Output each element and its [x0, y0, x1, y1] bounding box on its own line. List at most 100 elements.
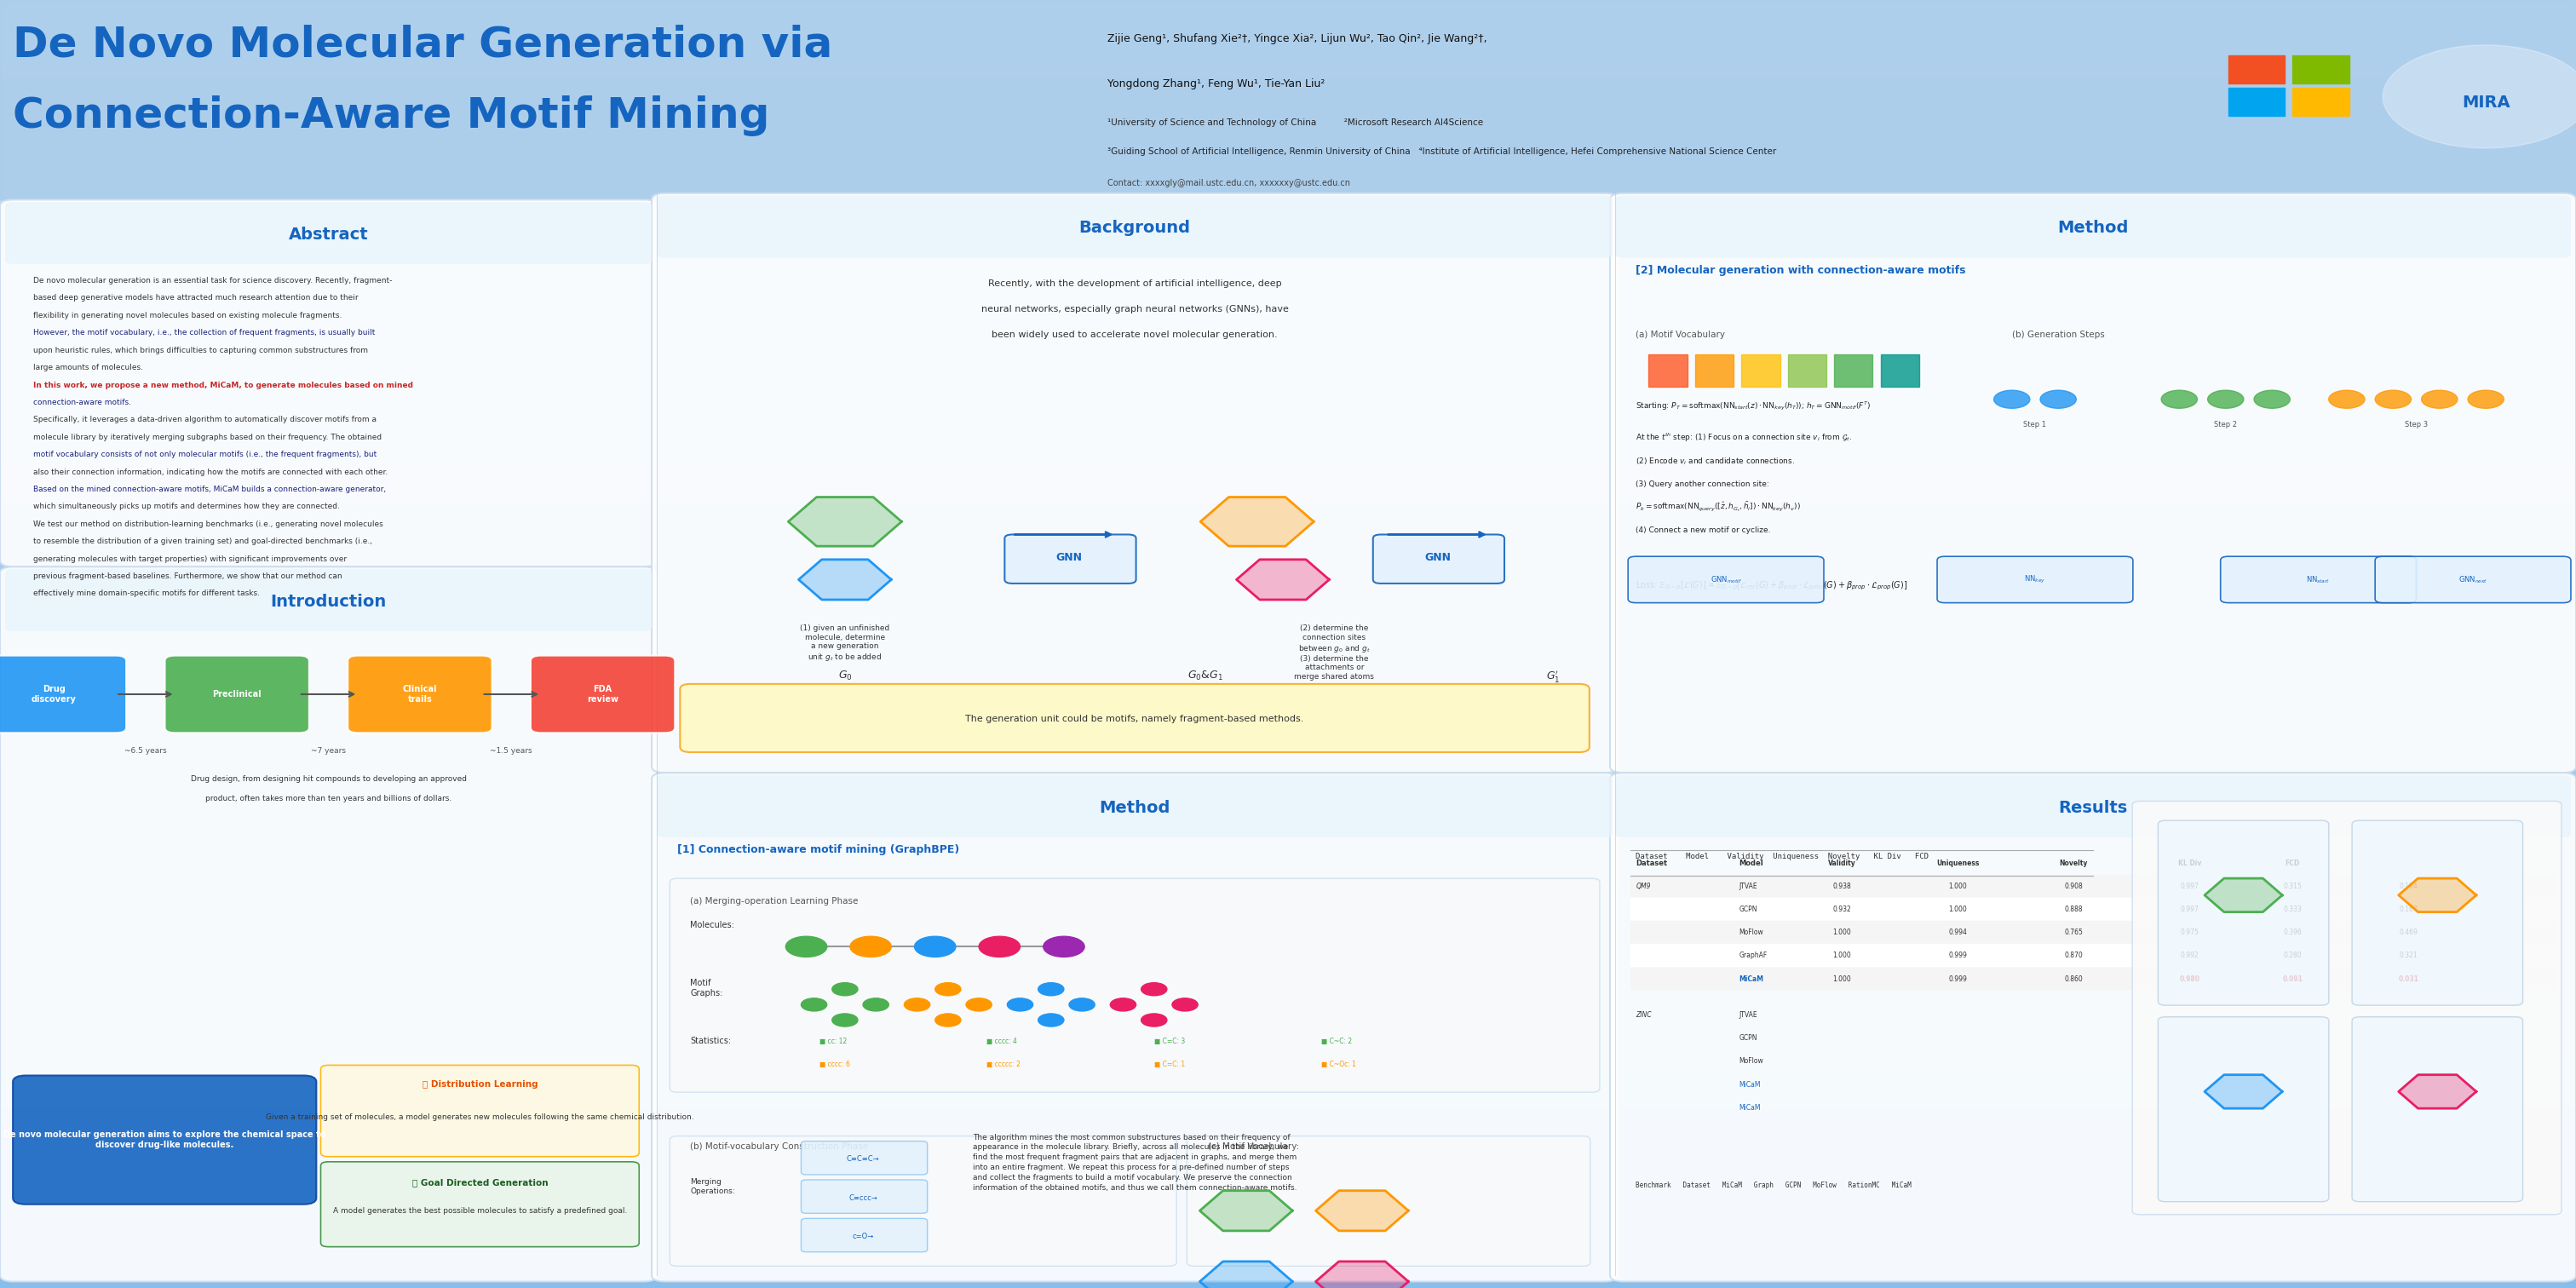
- Polygon shape: [1316, 1261, 1409, 1288]
- Bar: [0, 554, 2576, 567]
- Bar: [0, 90, 2576, 103]
- Bar: [0, 39, 2576, 52]
- Bar: [0, 52, 2576, 64]
- Text: 🎯 Goal Directed Generation: 🎯 Goal Directed Generation: [412, 1179, 549, 1186]
- Text: GNN$_{next}$: GNN$_{next}$: [2458, 574, 2488, 585]
- Circle shape: [1172, 998, 1198, 1011]
- Bar: [0, 876, 2576, 889]
- Text: FDA
review: FDA review: [587, 685, 618, 703]
- Text: Merging
Operations:: Merging Operations:: [690, 1179, 734, 1195]
- FancyBboxPatch shape: [670, 878, 1600, 1092]
- Polygon shape: [1200, 1190, 1293, 1231]
- Text: c=O→: c=O→: [853, 1233, 873, 1240]
- Text: based deep generative models have attracted much research attention due to their: based deep generative models have attrac…: [33, 295, 358, 301]
- Bar: [0, 1159, 2576, 1172]
- Bar: [1880, 354, 1919, 386]
- Circle shape: [1110, 998, 1136, 1011]
- Text: Results: Results: [2058, 800, 2128, 815]
- Text: upon heuristic rules, which brings difficulties to capturing common substructure: upon heuristic rules, which brings diffi…: [33, 346, 368, 354]
- Bar: [0, 335, 2576, 348]
- Circle shape: [2254, 390, 2290, 408]
- Text: 1.000: 1.000: [1832, 952, 1852, 960]
- Text: ~6.5 years: ~6.5 years: [124, 747, 167, 755]
- Bar: [0, 258, 2576, 270]
- FancyBboxPatch shape: [319, 1065, 639, 1157]
- Bar: [0, 502, 2576, 515]
- Text: 0.938: 0.938: [1832, 882, 1852, 890]
- Text: (a) Merging-operation Learning Phase: (a) Merging-operation Learning Phase: [690, 898, 858, 905]
- FancyBboxPatch shape: [1628, 556, 1824, 603]
- Bar: [0, 219, 2576, 232]
- Bar: [0, 1133, 2576, 1146]
- FancyBboxPatch shape: [2133, 801, 2561, 1215]
- Bar: [0, 0, 2576, 200]
- Text: Method: Method: [1100, 800, 1170, 815]
- Bar: [0, 1030, 2576, 1043]
- Circle shape: [2040, 390, 2076, 408]
- Bar: [0, 425, 2576, 438]
- Bar: [0, 1018, 2576, 1030]
- Bar: [0, 902, 2576, 914]
- Bar: [0, 760, 2576, 773]
- FancyBboxPatch shape: [657, 196, 1613, 258]
- FancyBboxPatch shape: [801, 1141, 927, 1175]
- Bar: [0, 824, 2576, 837]
- Bar: [0, 773, 2576, 786]
- Text: Drug
discovery: Drug discovery: [31, 685, 77, 703]
- Bar: [0, 837, 2576, 850]
- Text: ■ ccccc: 2: ■ ccccc: 2: [987, 1060, 1020, 1068]
- Text: neural networks, especially graph neural networks (GNNs), have: neural networks, especially graph neural…: [981, 305, 1288, 313]
- Text: Introduction: Introduction: [270, 594, 386, 609]
- Text: been widely used to accelerate novel molecular generation.: been widely used to accelerate novel mol…: [992, 331, 1278, 339]
- Text: effectively mine domain-specific motifs for different tasks.: effectively mine domain-specific motifs …: [33, 590, 260, 598]
- Text: 0.997: 0.997: [2179, 882, 2200, 890]
- Bar: [0, 1095, 2576, 1108]
- Bar: [0, 708, 2576, 721]
- Text: (c) Motif Vocabulary:: (c) Motif Vocabulary:: [1208, 1142, 1298, 1150]
- Bar: [0, 618, 2576, 631]
- Bar: [0, 64, 2576, 77]
- Circle shape: [904, 998, 930, 1011]
- Text: MoFlow: MoFlow: [1739, 1057, 1765, 1065]
- Text: Clinical
trails: Clinical trails: [402, 685, 438, 703]
- Bar: [0, 979, 2576, 992]
- Text: Model: Model: [1739, 859, 1765, 867]
- Bar: [0, 940, 2576, 953]
- Bar: [1631, 944, 2555, 966]
- Text: connection-aware motifs.: connection-aware motifs.: [33, 399, 131, 406]
- Bar: [0, 670, 2576, 683]
- Text: FCD: FCD: [2285, 859, 2300, 867]
- Text: 0.031: 0.031: [2398, 975, 2419, 983]
- FancyBboxPatch shape: [319, 1162, 639, 1247]
- Bar: [0, 116, 2576, 129]
- Text: ¹University of Science and Technology of China          ²Microsoft Research AI4S: ¹University of Science and Technology of…: [1108, 118, 1484, 126]
- Circle shape: [2468, 390, 2504, 408]
- Text: Given a training set of molecules, a model generates new molecules following the: Given a training set of molecules, a mod…: [265, 1114, 693, 1121]
- Text: Background: Background: [1079, 220, 1190, 236]
- Bar: [0, 657, 2576, 670]
- Text: 0.975: 0.975: [2179, 929, 2200, 936]
- Text: At the $t^{th}$ step: (1) Focus on a connection site $v_i$ from $\mathcal{G}_t$.: At the $t^{th}$ step: (1) Focus on a con…: [1636, 431, 1852, 444]
- FancyBboxPatch shape: [531, 656, 675, 733]
- Bar: [1695, 354, 1734, 386]
- Text: The algorithm mines the most common substructures based on their frequency of
ap: The algorithm mines the most common subs…: [974, 1133, 1296, 1191]
- Circle shape: [2375, 390, 2411, 408]
- Text: MiCaM: MiCaM: [1739, 975, 1765, 983]
- Text: In this work, we propose a new method, MiCaM, to generate molecules based on min: In this work, we propose a new method, M…: [33, 381, 412, 389]
- Polygon shape: [1200, 1261, 1293, 1288]
- FancyBboxPatch shape: [652, 193, 1618, 773]
- Text: ZINC: ZINC: [1636, 1011, 1651, 1019]
- Bar: [0, 1069, 2576, 1082]
- Text: ■ cccc: 6: ■ cccc: 6: [819, 1060, 850, 1068]
- FancyBboxPatch shape: [2159, 1018, 2329, 1202]
- Text: GCPN: GCPN: [1739, 1034, 1757, 1042]
- Text: $G_0$: $G_0$: [837, 670, 853, 683]
- Bar: [0, 1082, 2576, 1095]
- Text: also their connection information, indicating how the motifs are connected with : also their connection information, indic…: [33, 469, 389, 475]
- FancyBboxPatch shape: [5, 569, 652, 631]
- Bar: [0, 1236, 2576, 1249]
- Circle shape: [935, 983, 961, 996]
- Bar: [0, 0, 2576, 13]
- Bar: [0, 77, 2576, 90]
- Text: Preclinical: Preclinical: [211, 690, 263, 698]
